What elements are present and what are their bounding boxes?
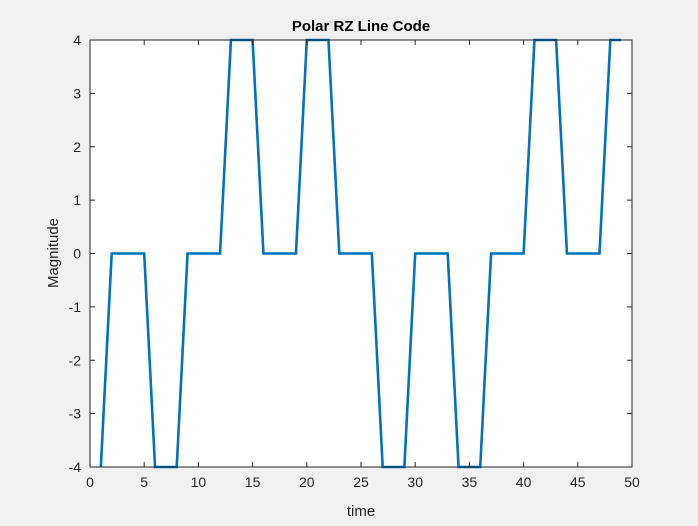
y-tick-label: -4 <box>69 459 82 475</box>
y-tick-label: -1 <box>69 299 82 315</box>
x-tick-label: 15 <box>245 474 261 490</box>
y-axis-label: Magnitude <box>45 218 62 288</box>
x-tick-label: 40 <box>516 474 532 490</box>
y-tick-label: 4 <box>73 32 81 48</box>
x-tick-label: 50 <box>624 474 640 490</box>
x-tick-label: 25 <box>353 474 369 490</box>
y-tick-label: 0 <box>73 246 81 262</box>
y-tick-label: 3 <box>73 85 81 101</box>
x-tick-label: 10 <box>191 474 207 490</box>
x-axis-label: time <box>347 503 375 520</box>
x-tick-label: 35 <box>462 474 478 490</box>
x-tick-label: 45 <box>570 474 586 490</box>
x-tick-label: 30 <box>407 474 423 490</box>
chart-title: Polar RZ Line Code <box>292 18 430 35</box>
y-tick-label: 1 <box>73 192 81 208</box>
x-tick-label: 20 <box>299 474 315 490</box>
x-tick-label: 5 <box>140 474 148 490</box>
x-tick-label: 0 <box>86 474 94 490</box>
y-tick-label: -2 <box>69 352 82 368</box>
y-tick-label: 2 <box>73 139 81 155</box>
y-tick-label: -3 <box>69 406 82 422</box>
x-axis-ticks: 0 5 10 15 20 25 30 35 40 45 50 <box>86 40 640 490</box>
y-axis-ticks: -4 -3 -2 -1 0 1 2 3 4 <box>69 32 632 475</box>
